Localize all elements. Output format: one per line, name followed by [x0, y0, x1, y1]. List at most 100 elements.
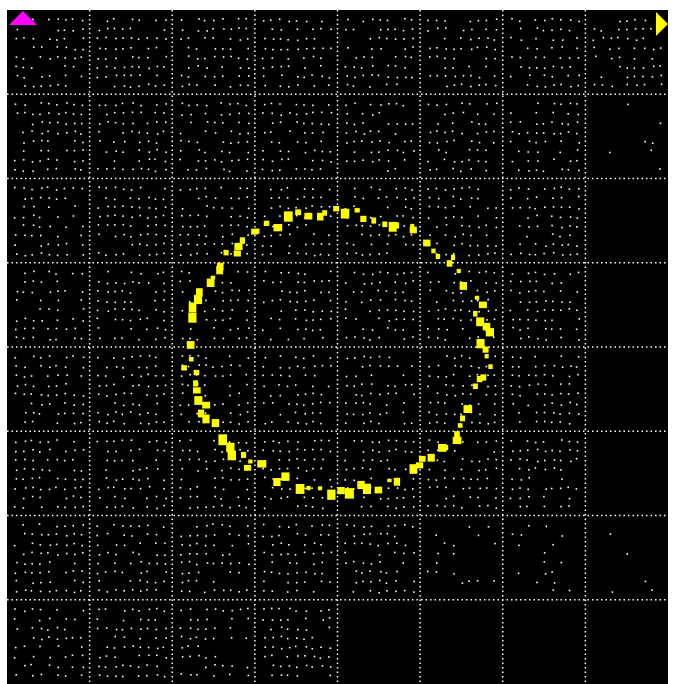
noise-dot	[471, 384, 473, 386]
noise-dot	[162, 646, 165, 649]
noise-dot	[372, 273, 374, 276]
noise-dot	[65, 497, 68, 500]
noise-dot	[187, 579, 190, 582]
noise-dot	[47, 533, 50, 536]
noise-dot	[344, 449, 347, 451]
noise-dot	[569, 273, 572, 276]
noise-dot	[577, 84, 579, 87]
noise-dot	[196, 338, 199, 341]
noise-dot	[363, 422, 365, 425]
noise-dot	[495, 226, 498, 229]
noise-dot	[493, 580, 495, 582]
noise-dot	[545, 488, 547, 490]
noise-dot	[346, 357, 349, 360]
noise-dot	[644, 580, 647, 583]
noise-dot	[551, 47, 553, 49]
noise-dot	[320, 610, 322, 612]
noise-dot	[600, 76, 603, 78]
noise-dot	[97, 374, 99, 377]
noise-dot	[311, 402, 314, 405]
noise-dot	[14, 572, 17, 575]
noise-dot	[148, 654, 150, 657]
noise-dot	[551, 394, 553, 396]
noise-dot	[245, 637, 248, 639]
noise-dot	[114, 495, 116, 498]
noise-dot	[537, 151, 539, 153]
noise-dot	[22, 150, 25, 152]
noise-dot	[73, 103, 75, 106]
noise-dot	[478, 367, 480, 369]
noise-dot	[140, 375, 142, 378]
noise-dot	[222, 554, 224, 556]
noise-dot	[411, 123, 414, 125]
noise-dot	[313, 374, 316, 377]
noise-dot	[114, 235, 117, 238]
noise-dot	[519, 505, 522, 508]
noise-dot	[155, 46, 158, 49]
noise-dot	[220, 186, 222, 189]
noise-dot	[138, 338, 140, 341]
trace-point	[202, 414, 210, 424]
noise-dot	[247, 617, 249, 620]
noise-dot	[263, 385, 265, 388]
noise-dot	[129, 86, 132, 88]
trace-point	[227, 450, 236, 461]
noise-dot	[197, 160, 200, 162]
noise-dot	[15, 478, 18, 480]
noise-dot	[544, 319, 546, 322]
noise-dot	[659, 47, 662, 49]
noise-dot	[387, 272, 389, 274]
noise-dot	[204, 130, 207, 132]
noise-dot	[147, 385, 150, 388]
noise-dot	[592, 39, 595, 42]
noise-dot	[56, 319, 59, 321]
noise-dot	[526, 131, 529, 134]
noise-dot	[438, 197, 440, 200]
noise-dot	[105, 197, 107, 199]
noise-dot	[82, 254, 85, 256]
noise-dot	[237, 141, 240, 144]
noise-dot	[197, 619, 199, 621]
noise-dot	[485, 131, 488, 133]
noise-dot	[146, 244, 148, 247]
noise-dot	[363, 496, 365, 499]
noise-dot	[65, 123, 67, 125]
noise-dot	[312, 188, 314, 190]
noise-dot	[446, 328, 448, 331]
noise-dot	[460, 309, 462, 311]
noise-dot	[32, 37, 35, 40]
channel1-marker-icon[interactable]	[9, 11, 37, 25]
noise-dot	[561, 254, 564, 256]
noise-dot	[132, 385, 134, 387]
noise-dot	[319, 318, 322, 321]
noise-dot	[80, 122, 83, 125]
noise-dot	[16, 112, 19, 114]
noise-dot	[238, 289, 240, 292]
noise-dot	[106, 591, 109, 593]
noise-dot	[470, 85, 472, 88]
noise-dot	[72, 458, 74, 461]
channel2-marker-icon[interactable]	[656, 12, 668, 36]
noise-dot	[48, 253, 51, 256]
noise-dot	[189, 354, 191, 357]
noise-dot	[205, 235, 207, 238]
noise-dot	[403, 402, 405, 404]
noise-dot	[436, 242, 438, 245]
noise-dot	[561, 46, 563, 48]
noise-dot	[311, 525, 313, 527]
noise-dot	[543, 252, 545, 255]
noise-dot	[270, 131, 272, 133]
noise-dot	[56, 46, 59, 48]
noise-dot	[81, 104, 84, 107]
noise-dot	[509, 309, 512, 312]
noise-dot	[295, 103, 298, 106]
trace-point	[410, 223, 415, 229]
noise-dot	[203, 19, 206, 22]
noise-dot	[33, 214, 35, 217]
noise-dot	[163, 252, 165, 255]
noise-dot	[568, 383, 571, 385]
noise-dot	[311, 329, 314, 332]
noise-dot	[404, 488, 406, 491]
noise-dot	[478, 271, 481, 274]
noise-dot	[65, 571, 67, 574]
